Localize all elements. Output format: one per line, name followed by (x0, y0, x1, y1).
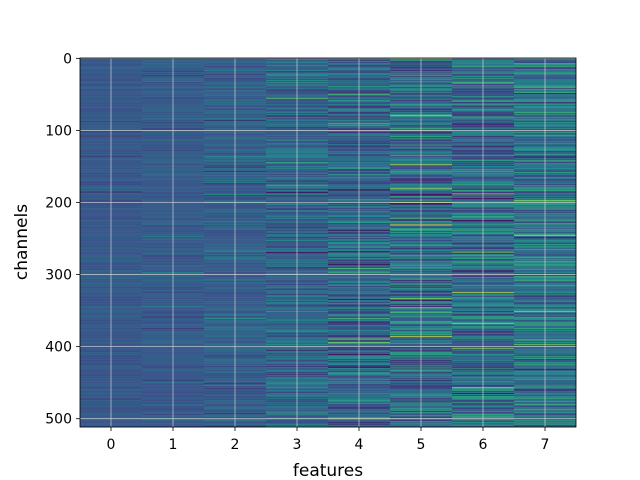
y-tick-label: 200 (45, 196, 72, 212)
y-axis-label: channels (12, 204, 32, 280)
x-tick-label: 4 (355, 437, 364, 453)
x-tick-label: 7 (541, 437, 550, 453)
y-tick-label: 300 (45, 268, 72, 284)
x-tick-label: 5 (417, 437, 426, 453)
y-axis-ticks: 0 100 200 300 400 500 (45, 51, 80, 428)
y-tick-label: 0 (63, 51, 72, 67)
y-tick-label: 500 (45, 412, 72, 428)
x-axis-ticks: 0 1 2 3 4 5 6 7 (107, 427, 550, 453)
x-tick-label: 3 (293, 437, 302, 453)
x-axis-label: features (293, 461, 363, 480)
x-tick-label: 2 (231, 437, 240, 453)
grid-lines (80, 57, 576, 427)
plot-frame (79, 57, 577, 428)
y-tick-label: 400 (45, 340, 72, 356)
x-tick-label: 1 (169, 437, 178, 453)
y-tick-label: 100 (45, 123, 72, 139)
x-tick-label: 0 (107, 437, 116, 453)
x-tick-label: 6 (479, 437, 488, 453)
heatmap-cells (80, 58, 576, 428)
